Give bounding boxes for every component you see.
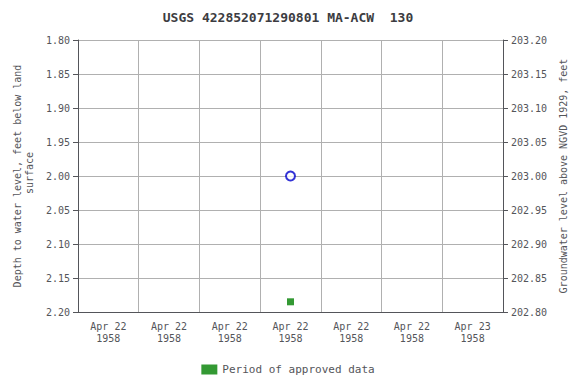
svg-text:1.80: 1.80 [46,35,70,46]
svg-text:203.00: 203.00 [511,171,547,182]
svg-text:USGS 422852071290801 MA-ACW 1: USGS 422852071290801 MA-ACW 130 [163,10,414,25]
svg-text:Depth to water level, feet bel: Depth to water level, feet below land [12,65,23,288]
svg-text:Apr 22: Apr 22 [90,321,126,332]
svg-text:Apr 22: Apr 22 [272,321,308,332]
svg-text:202.80: 202.80 [511,307,547,318]
svg-text:1958: 1958 [461,333,485,344]
svg-text:1.85: 1.85 [46,69,70,80]
svg-text:1.90: 1.90 [46,103,70,114]
svg-text:2.05: 2.05 [46,205,70,216]
svg-text:2.10: 2.10 [46,239,70,250]
svg-text:202.90: 202.90 [511,239,547,250]
svg-text:1.95: 1.95 [46,137,70,148]
svg-text:Apr 22: Apr 22 [151,321,187,332]
svg-text:2.00: 2.00 [46,171,70,182]
svg-text:202.85: 202.85 [511,273,547,284]
svg-text:1958: 1958 [339,333,363,344]
svg-text:1958: 1958 [400,333,424,344]
svg-text:203.15: 203.15 [511,69,547,80]
svg-text:1958: 1958 [278,333,302,344]
svg-text:Groundwater level above NGVD 1: Groundwater level above NGVD 1929, feet [558,59,569,294]
svg-text:Apr 23: Apr 23 [455,321,491,332]
svg-text:1958: 1958 [218,333,242,344]
svg-text:2.20: 2.20 [46,307,70,318]
svg-text:1958: 1958 [96,333,120,344]
svg-text:Apr 22: Apr 22 [394,321,430,332]
svg-text:Apr 22: Apr 22 [333,321,369,332]
svg-text:202.95: 202.95 [511,205,547,216]
svg-text:203.05: 203.05 [511,137,547,148]
svg-text:surface: surface [24,152,35,200]
svg-text:Apr 22: Apr 22 [212,321,248,332]
svg-text:203.10: 203.10 [511,103,547,114]
svg-text:Period of approved data: Period of approved data [222,363,374,376]
svg-text:2.15: 2.15 [46,273,70,284]
svg-text:1958: 1958 [157,333,181,344]
svg-text:203.20: 203.20 [511,35,547,46]
